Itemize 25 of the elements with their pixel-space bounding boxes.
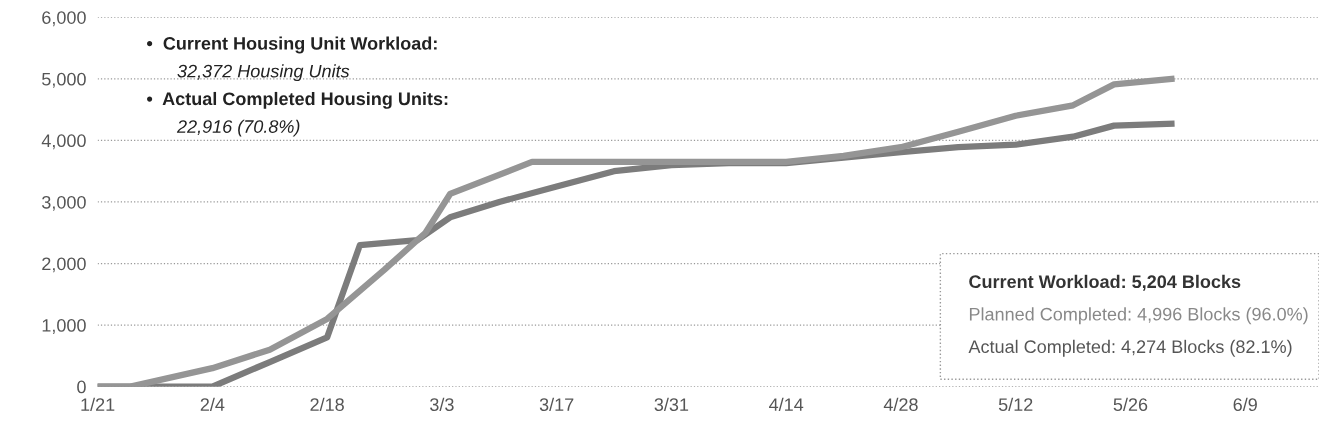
x-tick-label: 4/28 (883, 397, 918, 412)
x-tick-label: 1/21 (81, 397, 115, 412)
y-tick-label: 1,000 (42, 319, 86, 334)
y-tick-label: 3,000 (42, 195, 86, 211)
x-tick-label: 4/14 (769, 397, 804, 412)
annotation: • Current Housing Unit Workload: (147, 36, 437, 54)
x-tick-label: 6/9 (1233, 397, 1257, 412)
x-tick-label: 5/12 (998, 397, 1033, 412)
y-tick-label: 6,000 (42, 11, 86, 27)
annotation: Current Workload: 5,204 Blocks (969, 274, 1241, 291)
x-tick-label: 5/26 (1113, 397, 1148, 412)
x-tick-label: 3/3 (430, 397, 454, 412)
x-tick-label: 2/18 (310, 397, 344, 412)
annotation: Actual Completed: 4,274 Blocks (82.1%) (968, 339, 1292, 357)
y-tick-label: 2,000 (42, 257, 86, 273)
y-tick-label: 0 (77, 380, 86, 394)
annotation: • Actual Completed Housing Units: (147, 91, 448, 109)
annotation: 22,916 (70.8%) (176, 119, 300, 137)
x-tick-label: 2/4 (200, 397, 225, 412)
x-tick-label: 3/17 (539, 397, 574, 412)
annotation: 32,372 Housing Units (177, 64, 350, 82)
annotation: Planned Completed: 4,996 Blocks (96.0%) (969, 307, 1308, 325)
y-tick-label: 4,000 (41, 134, 86, 150)
x-tick-label: 3/31 (654, 397, 689, 412)
y-tick-label: 5,000 (42, 72, 86, 88)
